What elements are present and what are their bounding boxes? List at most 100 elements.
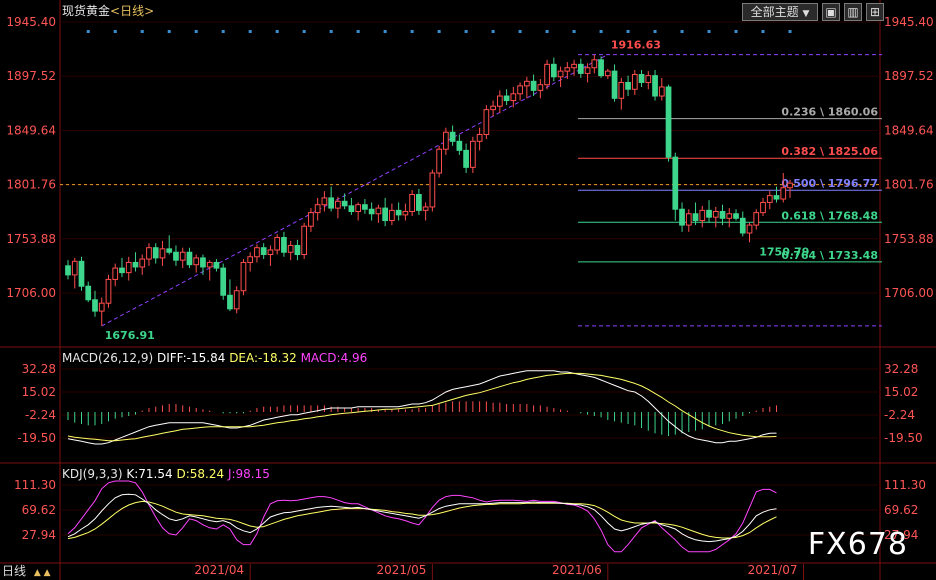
candle-body-74 [564, 67, 571, 72]
layout-grid-button[interactable]: ⊞ [866, 3, 884, 21]
candle-body-4 [92, 299, 98, 312]
price-right-tick-4: 1753.88 [884, 232, 934, 246]
macd-right-tick-2: -2.24 [884, 408, 915, 422]
candle-body-44 [362, 204, 368, 210]
candle-body-62 [483, 109, 490, 136]
event-marker [518, 30, 522, 33]
candle-body-73 [557, 70, 564, 78]
event-marker [275, 30, 279, 33]
event-marker [707, 30, 711, 33]
candle-body-10 [132, 261, 139, 268]
candle-body-76 [577, 63, 584, 74]
single-panel-icon: ▣ [825, 5, 837, 19]
candle-body-0 [65, 265, 71, 276]
candle-body-100 [739, 217, 746, 234]
event-marker [410, 30, 414, 33]
candle-body-31 [274, 237, 281, 251]
price-left-tick-1: 1897.52 [6, 69, 56, 83]
grid-panel-icon: ⊞ [869, 5, 881, 19]
candle-body-21 [206, 261, 213, 268]
candle-body-14 [159, 248, 166, 259]
kdj-k-value: K:71.54 [126, 467, 173, 481]
candle-body-82 [618, 81, 625, 99]
event-marker [599, 30, 603, 33]
candle-body-88 [658, 86, 665, 97]
candle-body-83 [625, 81, 631, 90]
candle-body-9 [125, 261, 132, 274]
layout-split-button[interactable]: ▥ [844, 3, 862, 21]
macd-panel[interactable] [67, 370, 778, 445]
candle-body-40 [335, 200, 341, 209]
price-right-tick-3: 1801.76 [884, 178, 934, 192]
candle-body-87 [652, 75, 658, 97]
event-marker [788, 30, 792, 33]
macd-left-tick-1: 15.02 [22, 385, 56, 399]
event-marker [626, 30, 630, 33]
macd-left-tick-0: 32.28 [22, 362, 56, 376]
macd-right-tick-3: -19.50 [884, 431, 923, 445]
price-right-tick-5: 1706.00 [884, 286, 934, 300]
period-label[interactable]: <日线> [110, 4, 155, 18]
candle-body-13 [152, 247, 159, 259]
candle-body-36 [308, 212, 314, 227]
candle-body-106 [780, 187, 787, 200]
candle-body-6 [105, 278, 112, 304]
extreme-label-2: 1750.79 [759, 245, 809, 258]
kdj-right-tick-0: 111.30 [884, 478, 926, 492]
candle-body-90 [672, 156, 679, 210]
candle-body-98 [726, 213, 733, 219]
candle-body-32 [281, 237, 287, 253]
candle-body-46 [375, 207, 382, 215]
macd-dea-value: DEA:-18.32 [229, 351, 297, 365]
date-tick-2: 2021/06 [552, 563, 602, 577]
candle-body-85 [638, 74, 645, 83]
candle-body-97 [719, 210, 726, 219]
candle-body-57 [449, 131, 456, 142]
main-price-panel[interactable]: 0.236 \ 1860.06 0.382 \ 1825.06 0.500 \ 17… [60, 30, 882, 342]
macd-hist-value: MACD:4.96 [300, 351, 368, 365]
candle-body-105 [773, 195, 780, 200]
period-switch[interactable]: 日线 ▲ ▲ [2, 562, 51, 579]
candle-body-18 [186, 251, 193, 266]
candle-body-89 [665, 86, 672, 158]
layout-single-button[interactable]: ▣ [822, 3, 840, 21]
candle-body-61 [476, 134, 483, 142]
candle-body-75 [571, 63, 577, 69]
candle-body-58 [456, 140, 463, 151]
candle-body-29 [260, 247, 267, 256]
candle-body-64 [496, 95, 503, 107]
kdj-left-tick-2: 27.94 [22, 528, 56, 542]
kdj-j-line [67, 480, 777, 553]
price-left-tick-3: 1801.76 [6, 178, 56, 192]
candle-body-56 [443, 131, 449, 150]
candle-body-35 [301, 225, 308, 256]
candle-body-37 [314, 204, 321, 214]
candle-body-19 [193, 257, 200, 266]
candle-body-42 [348, 205, 355, 212]
kdj-panel[interactable] [67, 480, 777, 553]
candle-body-94 [699, 209, 706, 222]
candle-body-53 [422, 206, 429, 211]
event-marker [248, 30, 252, 33]
candle-body-80 [604, 70, 611, 77]
macd-title: MACD(26,12,9) [62, 351, 154, 365]
candle-body-104 [766, 195, 773, 203]
candle-body-48 [389, 209, 395, 222]
candle-body-59 [463, 149, 469, 168]
theme-select[interactable]: 全部主题 ▼ [742, 3, 818, 21]
trendline [101, 54, 609, 327]
event-marker [572, 30, 576, 33]
fib-level-label-3: 0.618 \ 1768.48 [781, 209, 878, 222]
candle-body-67 [517, 85, 523, 95]
candle-body-47 [382, 207, 389, 222]
candle-body-12 [146, 247, 152, 260]
theme-select-label: 全部主题 [750, 5, 799, 19]
event-marker [302, 30, 306, 33]
event-marker [383, 30, 387, 33]
event-marker [464, 30, 468, 33]
price-left-tick-2: 1849.64 [6, 123, 56, 137]
candle-body-99 [733, 213, 739, 219]
candle-body-28 [254, 247, 260, 258]
extreme-label-0: 1676.91 [105, 329, 155, 342]
